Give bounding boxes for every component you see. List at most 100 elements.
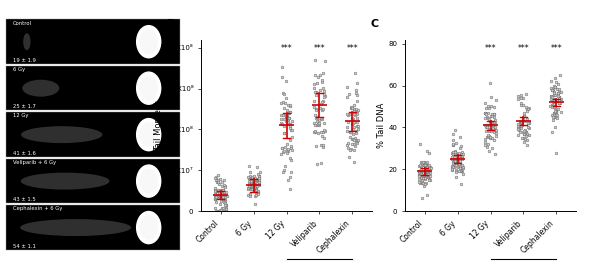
Point <box>516 121 526 125</box>
Point <box>553 116 562 120</box>
Point <box>457 168 466 172</box>
Point <box>351 139 361 143</box>
Point <box>415 181 425 185</box>
Point <box>220 198 229 202</box>
Point <box>218 196 227 200</box>
Point <box>485 128 494 133</box>
Point <box>254 174 264 178</box>
Point <box>455 166 465 170</box>
Point <box>491 130 501 135</box>
Point <box>519 132 529 136</box>
Point <box>313 75 323 79</box>
Point <box>252 180 262 184</box>
Point <box>214 193 224 197</box>
Point <box>247 187 256 191</box>
Point <box>281 79 291 83</box>
Point <box>250 194 259 198</box>
Point <box>553 94 562 98</box>
Point <box>484 106 494 110</box>
Point <box>425 162 434 167</box>
Point <box>311 90 320 94</box>
Point <box>418 173 427 177</box>
Point <box>458 152 468 156</box>
Point <box>425 165 435 169</box>
Circle shape <box>140 123 157 146</box>
Point <box>482 125 492 129</box>
Point <box>282 116 292 120</box>
Point <box>480 137 490 142</box>
Point <box>352 88 361 92</box>
Point <box>254 183 264 187</box>
Point <box>212 193 222 197</box>
Point <box>481 129 491 133</box>
Point <box>254 173 263 178</box>
Point <box>448 143 458 147</box>
Point <box>448 166 457 171</box>
Point <box>220 183 229 187</box>
Point <box>480 123 490 127</box>
Point <box>550 98 559 102</box>
Point <box>244 184 254 188</box>
Point <box>353 112 362 116</box>
Point <box>342 95 352 99</box>
Point <box>547 97 556 101</box>
Point <box>342 112 352 116</box>
Point <box>555 73 565 78</box>
Point <box>454 151 464 155</box>
Point <box>425 171 435 175</box>
Circle shape <box>140 216 157 239</box>
Point <box>549 91 559 96</box>
Point <box>244 183 253 187</box>
Point <box>453 156 463 160</box>
Circle shape <box>137 211 161 244</box>
Point <box>282 113 292 117</box>
Point <box>416 170 425 174</box>
Point <box>247 185 256 189</box>
Point <box>548 95 557 99</box>
Point <box>254 180 263 184</box>
Point <box>426 166 436 170</box>
Point <box>353 93 362 98</box>
Point <box>549 111 559 115</box>
Point <box>521 130 530 134</box>
Point <box>519 114 529 118</box>
Point <box>217 206 226 210</box>
Point <box>484 142 493 146</box>
Point <box>554 87 563 91</box>
Point <box>521 92 530 96</box>
Point <box>550 104 560 108</box>
Point <box>455 163 465 168</box>
Point <box>520 119 530 123</box>
Point <box>458 172 468 176</box>
Point <box>454 162 464 166</box>
Text: A: A <box>10 21 18 31</box>
Point <box>245 180 254 184</box>
Text: 25 ± 1.7: 25 ± 1.7 <box>13 104 36 109</box>
Point <box>424 178 434 182</box>
Point <box>283 149 293 153</box>
Point <box>415 142 425 147</box>
Point <box>286 128 296 133</box>
Point <box>217 196 227 200</box>
Point <box>524 106 534 110</box>
Point <box>317 107 327 112</box>
Point <box>488 126 497 130</box>
Point <box>213 178 223 182</box>
Point <box>318 143 328 147</box>
Point <box>254 179 263 183</box>
Point <box>454 157 464 161</box>
Point <box>516 92 526 97</box>
Point <box>348 131 358 136</box>
Point <box>455 162 464 166</box>
Text: 41 ± 1.6: 41 ± 1.6 <box>13 151 36 156</box>
Point <box>480 111 490 115</box>
Point <box>456 152 466 156</box>
Point <box>550 109 560 113</box>
Point <box>546 94 556 98</box>
Point <box>255 170 265 174</box>
Point <box>254 191 263 196</box>
Point <box>342 129 352 133</box>
Ellipse shape <box>22 80 59 97</box>
Point <box>448 142 458 146</box>
Point <box>218 188 227 192</box>
